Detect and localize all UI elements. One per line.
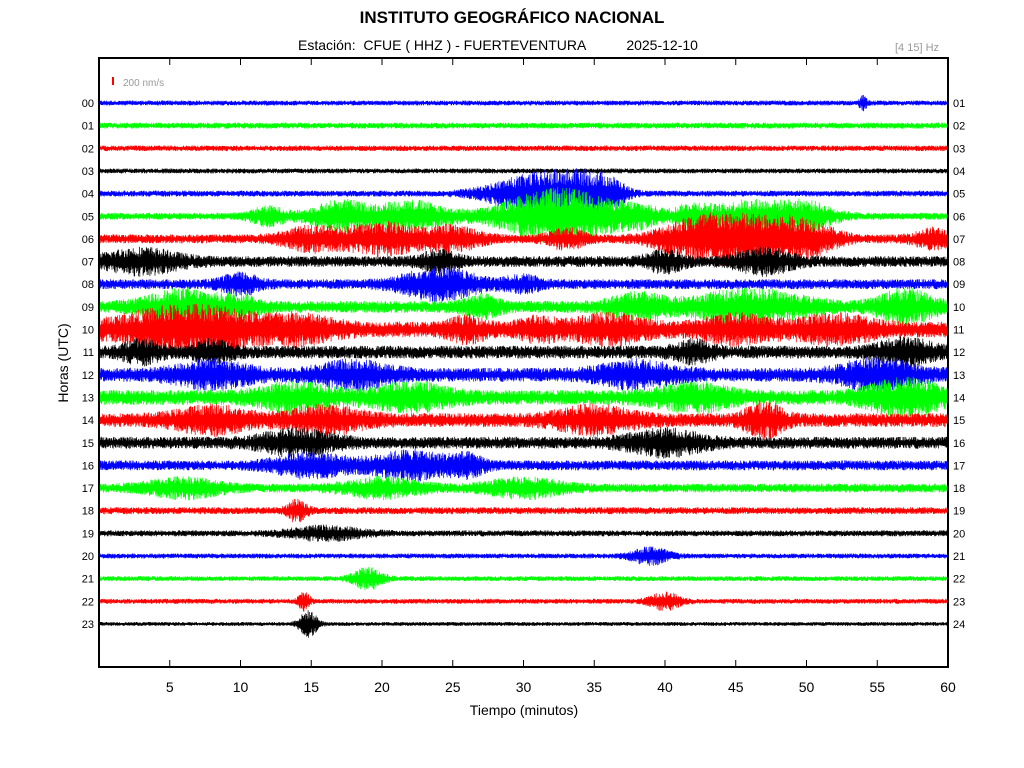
hour-label-left: 19 xyxy=(82,528,94,540)
hour-label-left: 03 xyxy=(82,166,94,178)
hour-label-right: 21 xyxy=(953,551,965,563)
x-tick-label: 35 xyxy=(586,679,602,695)
x-tick-label: 60 xyxy=(940,679,956,695)
chart-title: INSTITUTO GEOGRÁFICO NACIONAL xyxy=(359,8,665,27)
hour-label-right: 23 xyxy=(953,596,965,608)
frequency-band-label: [4 15] Hz xyxy=(895,42,940,54)
x-tick-label: 5 xyxy=(166,679,174,695)
station-label: Estación: CFUE ( HHZ ) - FUERTEVENTURA xyxy=(298,37,587,53)
hour-label-left: 02 xyxy=(82,143,94,155)
x-tick-label: 30 xyxy=(516,679,532,695)
hour-label-right: 14 xyxy=(953,392,965,404)
trace-hour-17 xyxy=(98,475,949,501)
hour-label-left: 21 xyxy=(82,574,94,586)
hour-label-right: 07 xyxy=(953,234,965,246)
hour-label-right: 01 xyxy=(953,98,965,110)
hour-label-right: 03 xyxy=(953,143,965,155)
hour-label-left: 12 xyxy=(82,370,94,382)
x-tick-label: 20 xyxy=(374,679,390,695)
x-tick-label: 45 xyxy=(728,679,744,695)
trace-hour-23 xyxy=(98,610,949,638)
hour-label-left: 20 xyxy=(82,551,94,563)
hour-label-left: 08 xyxy=(82,279,94,291)
x-tick-label: 10 xyxy=(233,679,249,695)
trace-hour-02 xyxy=(98,145,949,152)
y-axis-label: Horas (UTC) xyxy=(55,323,71,402)
hour-labels: 00 01 01 02 02 03 03 04 04 05 05 06 06 07 07 08 08 09 09 10… xyxy=(82,98,966,631)
hour-label-left: 01 xyxy=(82,121,94,133)
hour-label-right: 22 xyxy=(953,574,965,586)
trace-hour-04 xyxy=(98,168,949,219)
hour-label-left: 09 xyxy=(82,302,94,314)
hour-label-left: 18 xyxy=(82,506,94,518)
trace-hour-19 xyxy=(98,524,949,542)
trace-hour-16 xyxy=(98,448,949,482)
hour-label-left: 23 xyxy=(82,619,94,631)
hour-label-left: 06 xyxy=(82,234,94,246)
hour-label-left: 00 xyxy=(82,98,94,110)
trace-hour-07 xyxy=(98,246,949,277)
hour-label-right: 13 xyxy=(953,370,965,382)
hour-label-right: 11 xyxy=(953,325,964,337)
trace-hour-13 xyxy=(98,376,949,419)
scale-bar xyxy=(112,77,114,85)
trace-hour-06 xyxy=(98,211,949,267)
trace-hour-14 xyxy=(98,399,949,442)
hour-label-left: 13 xyxy=(82,392,94,404)
hour-label-left: 07 xyxy=(82,257,94,269)
x-tick-label: 40 xyxy=(657,679,673,695)
hour-label-left: 11 xyxy=(83,347,94,359)
record-date: 2025-12-10 xyxy=(626,37,698,53)
hour-label-right: 10 xyxy=(953,302,965,314)
hour-label-left: 17 xyxy=(82,483,94,495)
hour-label-right: 15 xyxy=(953,415,965,427)
hour-label-right: 09 xyxy=(953,279,965,291)
hour-label-right: 20 xyxy=(953,528,965,540)
hour-label-right: 24 xyxy=(953,619,965,631)
x-axis-label: Tiempo (minutos) xyxy=(470,702,578,718)
hour-label-left: 15 xyxy=(82,438,94,450)
trace-hour-08 xyxy=(98,266,949,304)
trace-hour-01 xyxy=(98,122,949,129)
hour-label-right: 12 xyxy=(953,347,965,359)
trace-hour-11 xyxy=(98,336,949,369)
chart-subtitle: Estación: CFUE ( HHZ ) - FUERTEVENTURA 20… xyxy=(298,37,698,53)
trace-hour-05 xyxy=(98,187,949,245)
hour-label-left: 04 xyxy=(82,189,94,201)
trace-hour-00 xyxy=(98,94,949,112)
trace-hour-22 xyxy=(98,591,949,612)
hour-label-right: 16 xyxy=(953,438,965,450)
hour-label-right: 19 xyxy=(953,506,965,518)
trace-hour-18 xyxy=(98,498,949,523)
scale-bar-label: 200 nm/s xyxy=(123,78,164,89)
trace-hour-21 xyxy=(98,567,949,591)
hour-label-right: 06 xyxy=(953,211,965,223)
x-tick-label: 25 xyxy=(445,679,461,695)
trace-hour-09 xyxy=(98,286,949,327)
hour-label-left: 22 xyxy=(82,596,94,608)
trace-hour-12 xyxy=(98,356,949,394)
x-tick-label: 55 xyxy=(869,679,885,695)
x-axis-ticks: 5 10 15 20 25 30 35 40 45 50 55 60 xyxy=(166,58,956,695)
hour-label-right: 18 xyxy=(953,483,965,495)
hour-label-right: 02 xyxy=(953,121,965,133)
hour-label-left: 14 xyxy=(82,415,94,427)
trace-hour-10 xyxy=(98,303,949,357)
hour-label-right: 05 xyxy=(953,189,965,201)
x-tick-label: 50 xyxy=(799,679,815,695)
hour-label-left: 05 xyxy=(82,211,94,223)
trace-hour-20 xyxy=(98,546,949,566)
hour-label-right: 17 xyxy=(953,460,965,472)
hour-label-left: 10 xyxy=(82,325,94,337)
hour-label-right: 04 xyxy=(953,166,965,178)
hour-label-right: 08 xyxy=(953,257,965,269)
trace-hour-03 xyxy=(98,168,949,174)
trace-group xyxy=(98,94,949,638)
trace-hour-15 xyxy=(98,426,949,459)
x-tick-label: 15 xyxy=(303,679,319,695)
hour-label-left: 16 xyxy=(82,460,94,472)
